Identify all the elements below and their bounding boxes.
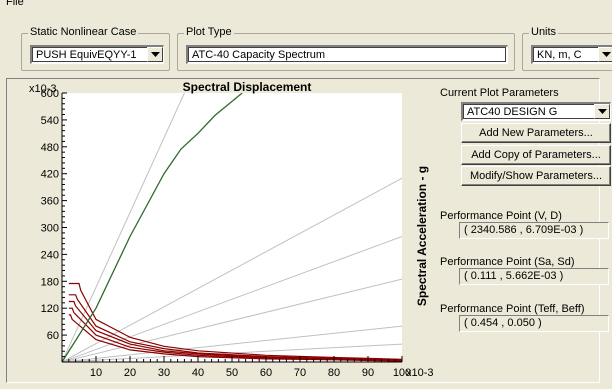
y-tick-label: 360 bbox=[41, 196, 59, 208]
y-tick-label: 60 bbox=[47, 330, 59, 342]
performance-point-vd-value: ( 2340.586 , 6.709E-03 ) bbox=[459, 222, 609, 239]
x-tick-label: 10 bbox=[90, 367, 102, 379]
chart-title: Spectral Displacement bbox=[183, 80, 312, 94]
y-tick-label: 600 bbox=[41, 88, 59, 100]
period-line bbox=[62, 236, 402, 362]
plot-parameters-dropdown[interactable]: ATC40 DESIGN G bbox=[461, 102, 611, 121]
chevron-down-icon[interactable] bbox=[594, 104, 610, 119]
x-tick-label: 30 bbox=[158, 367, 170, 379]
y-tick-label: 300 bbox=[41, 223, 59, 235]
performance-point-teff-label: Performance Point (Teff, Beff) bbox=[440, 303, 585, 315]
capacity-spectrum-chart: Spectral Displacement x10-3 x10-3 60 120 180 2… bbox=[29, 80, 434, 379]
y-tick-label: 540 bbox=[41, 115, 59, 127]
plot-type-group: Plot Type ATC-40 Capacity Spectrum bbox=[177, 26, 515, 71]
units-value: KN, m, C bbox=[537, 49, 582, 61]
x-tick-label: 90 bbox=[362, 367, 374, 379]
x-tick-label: 40 bbox=[192, 367, 204, 379]
static-nonlinear-case-group: Static Nonlinear Case PUSH EquivEQYY-1 bbox=[21, 26, 170, 71]
x-tick-label: 100 bbox=[393, 367, 411, 379]
capacity-curve bbox=[62, 93, 243, 362]
add-new-parameters-button[interactable]: Add New Parameters... bbox=[461, 123, 611, 143]
plot-area bbox=[62, 93, 402, 362]
plot-panel: Spectral Displacement x10-3 x10-3 60 120 180 2… bbox=[6, 78, 600, 383]
modify-show-parameters-button[interactable]: Modify/Show Parameters... bbox=[461, 166, 611, 186]
period-line bbox=[62, 93, 185, 362]
period-line bbox=[62, 278, 402, 362]
period-line bbox=[62, 325, 402, 362]
add-copy-of-parameters-button[interactable]: Add Copy of Parameters... bbox=[461, 145, 611, 165]
chevron-down-icon[interactable] bbox=[147, 47, 163, 62]
performance-point-sasd-label: Performance Point (Sa, Sd) bbox=[440, 256, 575, 268]
plot-type-value: ATC-40 Capacity Spectrum bbox=[192, 49, 326, 61]
menu-bar: File bbox=[0, 0, 612, 14]
static-nonlinear-case-value: PUSH EquivEQYY-1 bbox=[36, 49, 137, 61]
performance-point-vd-label: Performance Point (V, D) bbox=[440, 210, 562, 222]
performance-point-sasd-value: ( 0.111 , 5.662E-03 ) bbox=[459, 268, 609, 285]
static-nonlinear-case-dropdown[interactable]: PUSH EquivEQYY-1 bbox=[30, 45, 164, 64]
x-tick-label: 80 bbox=[328, 367, 340, 379]
plot-parameters-value: ATC40 DESIGN G bbox=[467, 106, 558, 118]
y-multiplier: x10-3 bbox=[29, 83, 57, 95]
units-legend: Units bbox=[529, 26, 559, 38]
current-plot-parameters-label: Current Plot Parameters bbox=[440, 87, 559, 99]
units-group: Units KN, m, C bbox=[522, 26, 612, 71]
y-tick-label: 120 bbox=[41, 303, 59, 315]
x-tick-label: 60 bbox=[260, 367, 272, 379]
y-tick-label: 240 bbox=[41, 249, 59, 261]
y-tick-label: 480 bbox=[41, 142, 59, 154]
units-dropdown[interactable]: KN, m, C bbox=[531, 45, 612, 64]
menu-file[interactable]: File bbox=[6, 0, 24, 8]
chevron-down-icon[interactable] bbox=[598, 47, 612, 62]
x-tick-label: 70 bbox=[294, 367, 306, 379]
x-tick-label: 50 bbox=[226, 367, 238, 379]
x-multiplier: x10-3 bbox=[406, 367, 434, 379]
x-tick-label: 20 bbox=[124, 367, 136, 379]
static-nonlinear-case-legend: Static Nonlinear Case bbox=[28, 26, 139, 38]
y-tick-label: 420 bbox=[41, 169, 59, 181]
y-tick-label: 180 bbox=[41, 276, 59, 288]
performance-point-teff-value: ( 0.454 , 0.050 ) bbox=[459, 315, 609, 332]
plot-type-dropdown[interactable]: ATC-40 Capacity Spectrum bbox=[186, 45, 508, 64]
y-axis-title: Spectral Acceleration - g bbox=[415, 165, 429, 307]
plot-type-legend: Plot Type bbox=[184, 26, 234, 38]
